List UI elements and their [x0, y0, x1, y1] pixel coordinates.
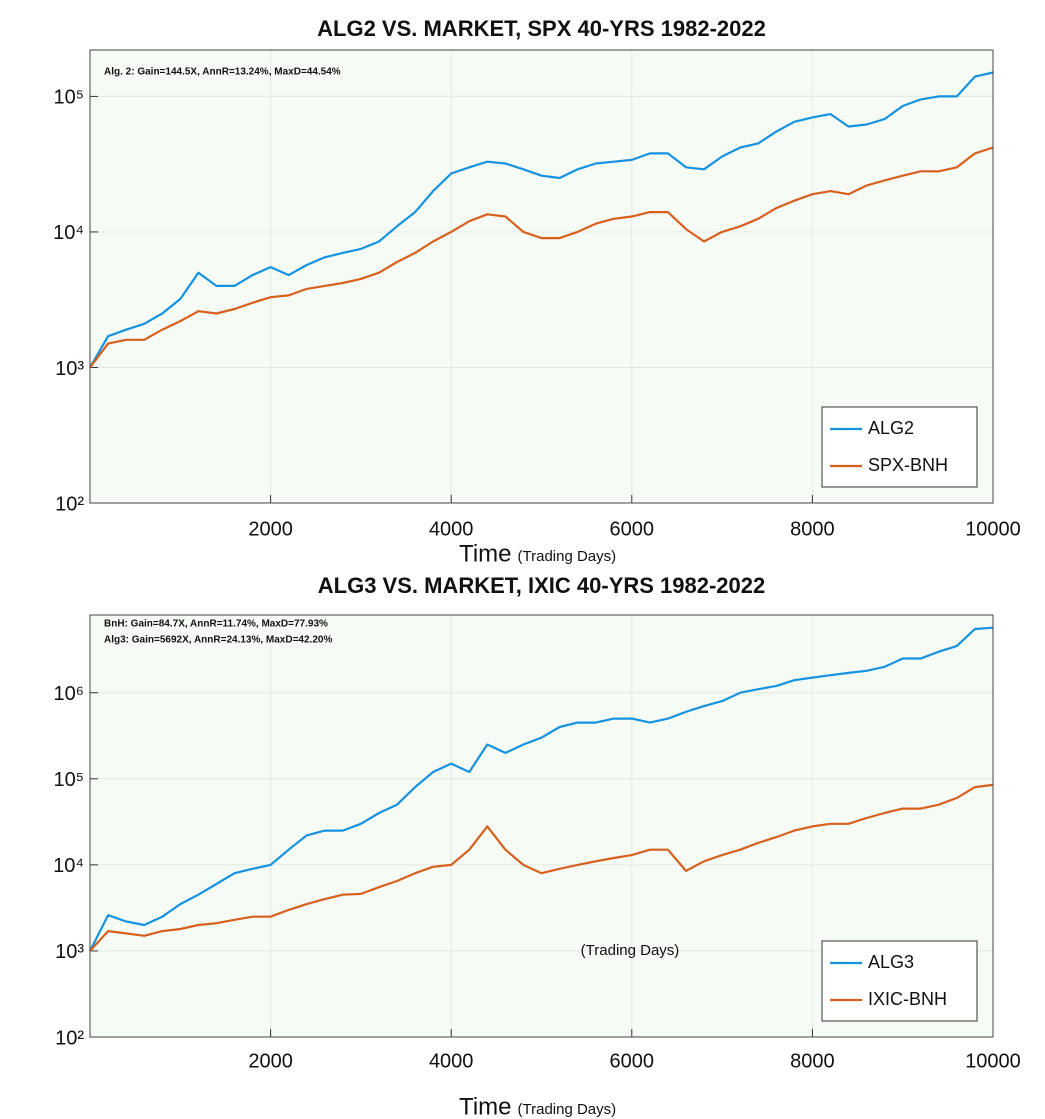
x-axis-label-note: (Trading Days) — [518, 1101, 617, 1118]
legend-label: ALG2 — [868, 418, 914, 438]
annotation: Alg. 2: Gain=144.5X, AnnR=13.24%, MaxD=4… — [104, 67, 341, 78]
annotation: BnH: Gain=84.7X, AnnR=11.74%, MaxD=77.93… — [104, 619, 328, 630]
legend-box — [821, 940, 978, 1022]
x-axis-label: Time — [459, 540, 511, 567]
x-tick-label: 6000 — [610, 1050, 655, 1072]
x-tick-label: 2000 — [248, 1050, 293, 1072]
y-tick-label: 10⁴ — [53, 222, 84, 244]
y-tick-label: 10³ — [55, 358, 84, 380]
y-tick-label: 10⁶ — [54, 683, 84, 705]
axes-frame — [89, 49, 994, 504]
series-line — [89, 626, 994, 952]
chart-title: ALG3 VS. MARKET, IXIC 40-YRS 1982-2022 — [318, 573, 766, 598]
legend-label: ALG3 — [868, 952, 914, 972]
x-tick-label: 6000 — [610, 518, 655, 540]
chart-title: ALG2 VS. MARKET, SPX 40-YRS 1982-2022 — [317, 16, 766, 41]
series-line — [89, 783, 994, 952]
note: (Trading Days) — [581, 942, 680, 959]
legend: ALG2 SPX-BNH — [821, 406, 978, 488]
x-tick-label: 8000 — [790, 518, 835, 540]
y-tick-label: 10³ — [55, 941, 84, 963]
legend: ALG3 IXIC-BNH — [821, 940, 978, 1022]
x-tick-label: 10000 — [965, 518, 1021, 540]
x-axis-label-note: (Trading Days) — [518, 548, 617, 565]
x-tick-label: 10000 — [965, 1050, 1021, 1072]
series-line — [89, 146, 994, 369]
series-line — [89, 71, 994, 369]
y-tick-label: 10⁵ — [53, 87, 84, 109]
x-tick-label: 4000 — [429, 518, 474, 540]
axes-frame — [89, 614, 994, 1038]
legend-label: SPX-BNH — [868, 455, 948, 475]
y-tick-label: 10⁴ — [53, 855, 84, 877]
x-tick-label: 2000 — [248, 518, 293, 540]
legend-box — [821, 406, 978, 488]
y-tick-label: 10² — [55, 493, 84, 515]
y-tick-label: 10² — [55, 1027, 84, 1049]
y-tick-label: 10⁵ — [53, 769, 84, 791]
annotation: Alg3: Gain=5692X, AnnR=24.13%, MaxD=42.2… — [104, 635, 332, 646]
x-tick-label: 8000 — [790, 1050, 835, 1072]
legend-label: IXIC-BNH — [868, 989, 947, 1009]
x-axis-label: Time — [459, 1093, 511, 1119]
x-tick-label: 4000 — [429, 1050, 474, 1072]
